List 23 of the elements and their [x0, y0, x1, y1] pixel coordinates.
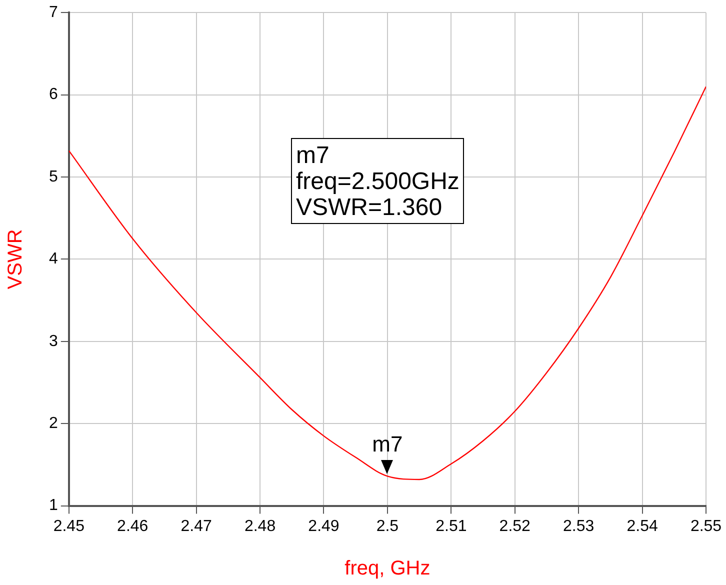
y-tick-label: 2	[48, 415, 58, 432]
y-tick-label: 4	[48, 250, 58, 268]
y-tick-label: 7	[48, 4, 58, 22]
x-tick-label: 2.47	[180, 518, 212, 535]
x-axis-title: freq, GHz	[344, 558, 430, 580]
y-tick-label: 6	[48, 86, 58, 104]
x-tick-label: 2.55	[690, 518, 722, 535]
x-tick-label: 2.5	[376, 518, 399, 535]
x-tick-label: 2.45	[53, 518, 85, 535]
y-tick-label: 3	[48, 332, 58, 350]
x-tick-label: 2.51	[436, 518, 467, 535]
x-tick-label: 2.54	[626, 518, 658, 535]
x-tick-label: 2.52	[499, 518, 531, 535]
line-series	[68, 86, 706, 480]
y-tick-label: 1	[48, 497, 58, 514]
annotation: m7	[372, 431, 403, 456]
annotation: m7 freq=2.500GHz VSWR=1.360	[291, 138, 464, 224]
y-tick-label: 5	[48, 168, 58, 186]
x-tick-label: 2.48	[244, 518, 276, 535]
x-tick-label: 2.46	[117, 518, 148, 535]
x-tick-label: 2.53	[563, 518, 594, 535]
y-axis-title: VSWR	[4, 229, 27, 290]
x-tick-label: 2.49	[308, 518, 340, 535]
